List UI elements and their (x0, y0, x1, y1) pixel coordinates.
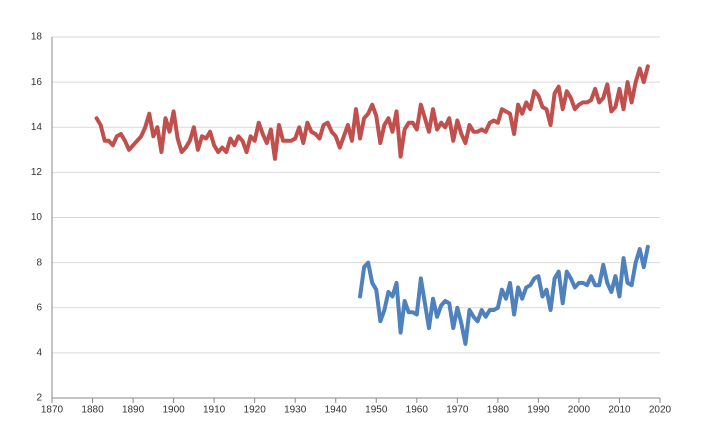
y-tick-label: 14 (31, 122, 43, 133)
x-tick-label: 1970 (446, 405, 469, 416)
x-tick-label: 1960 (406, 405, 429, 416)
x-tick-label: 1980 (487, 405, 510, 416)
y-tick-label: 8 (36, 257, 42, 268)
x-tick-label: 2020 (649, 405, 672, 416)
y-tick-label: 16 (31, 77, 43, 88)
y-tick-label: 4 (36, 348, 42, 359)
x-tick-label: 1950 (365, 405, 388, 416)
x-tick-label: 1900 (162, 405, 185, 416)
y-tick-label: 10 (31, 212, 43, 223)
y-tick-label: 12 (31, 167, 43, 178)
y-tick-label: 2 (36, 393, 42, 404)
x-tick-label: 1870 (41, 405, 64, 416)
x-tick-label: 1940 (325, 405, 348, 416)
x-tick-label: 1910 (203, 405, 226, 416)
y-tick-label: 18 (31, 32, 43, 43)
x-tick-label: 2000 (568, 405, 591, 416)
x-tick-label: 1990 (527, 405, 550, 416)
x-tick-label: 1880 (81, 405, 104, 416)
x-tick-label: 2010 (608, 405, 631, 416)
x-tick-label: 1890 (122, 405, 145, 416)
data-line (358, 244, 650, 346)
y-tick-label: 6 (36, 302, 42, 313)
data-line (94, 64, 650, 161)
x-tick-label: 1930 (284, 405, 307, 416)
x-tick-label: 1920 (244, 405, 267, 416)
